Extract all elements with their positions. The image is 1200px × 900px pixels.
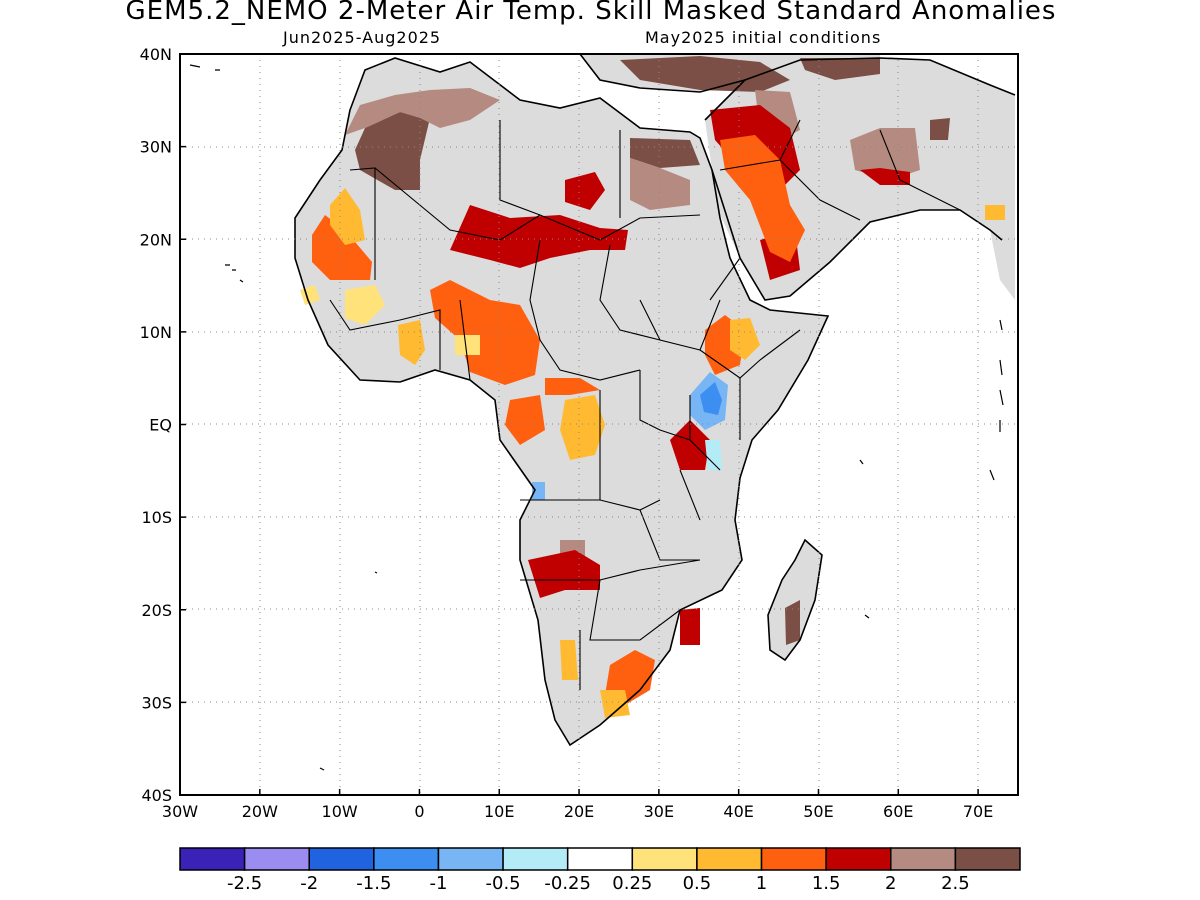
anomaly-region bbox=[850, 128, 920, 180]
lat-tick-label: EQ bbox=[149, 416, 172, 435]
colorbar-label: 2.5 bbox=[941, 873, 970, 894]
colorbar-swatch bbox=[631, 847, 698, 871]
anomaly-region bbox=[312, 215, 372, 280]
anomaly-region bbox=[630, 138, 700, 168]
lat-tick-label: 10N bbox=[140, 323, 172, 342]
anomaly-region bbox=[345, 285, 385, 325]
lon-tick-label: 20E bbox=[564, 802, 594, 821]
colorbar-swatch bbox=[437, 847, 504, 871]
lon-tick-label: 30E bbox=[644, 802, 674, 821]
map-plot-area bbox=[179, 53, 1019, 796]
anomaly-region bbox=[705, 440, 722, 470]
anomaly-region bbox=[560, 395, 605, 460]
anomaly-region bbox=[930, 118, 950, 140]
anomaly-region bbox=[560, 640, 578, 680]
anomaly-region bbox=[620, 56, 790, 92]
anomaly-region bbox=[398, 320, 425, 365]
colorbar-label: 0.5 bbox=[683, 873, 712, 894]
colorbar bbox=[179, 847, 1021, 871]
lon-tick-label: 10E bbox=[484, 802, 514, 821]
country-borders bbox=[329, 119, 961, 690]
colorbar-swatch bbox=[308, 847, 375, 871]
colorbar-label: -2.5 bbox=[227, 873, 262, 894]
colorbar-labels: -2.5 -2 -1.5 -1 -0.5 -0.25 0.25 0.5 1 1.5 2 2.5 bbox=[227, 873, 970, 894]
anomaly-region bbox=[505, 395, 545, 445]
colorbar-swatch bbox=[890, 847, 957, 871]
lon-tick-label: 30W bbox=[162, 802, 198, 821]
colorbar-swatch bbox=[825, 847, 892, 871]
anomaly-region bbox=[430, 280, 540, 385]
anomaly-region bbox=[985, 205, 1005, 220]
colorbar-label: -0.5 bbox=[486, 873, 521, 894]
colorbar-swatch bbox=[179, 847, 246, 871]
latitude-axis: 40N 30N 20N 10N EQ 10S 20S 30S 40S bbox=[140, 45, 186, 805]
anomaly-region bbox=[565, 172, 605, 210]
coastlines bbox=[294, 53, 1016, 747]
lat-tick-label: 30S bbox=[141, 693, 172, 712]
anomaly-region bbox=[532, 482, 545, 500]
anomaly-region bbox=[730, 318, 760, 360]
anomaly-region bbox=[455, 335, 480, 355]
anomaly-region bbox=[670, 420, 710, 470]
lat-tick-label: 40N bbox=[140, 45, 172, 64]
forecast-period: Jun2025-Aug2025 bbox=[283, 28, 442, 47]
colorbar-label: 1 bbox=[756, 873, 767, 894]
colorbar-swatch bbox=[954, 847, 1021, 871]
anomaly-region bbox=[630, 158, 690, 210]
colorbar-label: -1 bbox=[429, 873, 447, 894]
lon-tick-label: 10W bbox=[322, 802, 358, 821]
africa-land bbox=[295, 58, 828, 745]
colorbar-label: 1.5 bbox=[812, 873, 841, 894]
lon-tick-label: 60E bbox=[883, 802, 913, 821]
colorbar-swatch bbox=[243, 847, 310, 871]
lon-tick-label: 40E bbox=[723, 802, 753, 821]
longitude-axis: 30W 20W 10W 0 10E 20E 30E 40E 50E 60E 70E bbox=[162, 789, 993, 821]
colorbar-label: -0.25 bbox=[544, 873, 591, 894]
lon-tick-label: 20W bbox=[242, 802, 278, 821]
lon-tick-label: 50E bbox=[803, 802, 833, 821]
colorbar-swatch bbox=[502, 847, 569, 871]
colorbar-swatch bbox=[566, 847, 634, 871]
anomaly-region bbox=[355, 112, 430, 190]
anomaly-region bbox=[330, 188, 365, 245]
anomaly-region bbox=[785, 600, 800, 645]
lon-tick-label: 0 bbox=[414, 802, 424, 821]
madagascar-land bbox=[768, 540, 822, 660]
anomaly-region bbox=[545, 378, 600, 395]
colorbar-label: 0.25 bbox=[612, 873, 652, 894]
anomaly-region bbox=[680, 608, 700, 645]
lat-tick-label: 10S bbox=[141, 508, 172, 527]
lon-tick-label: 70E bbox=[963, 802, 993, 821]
colorbar-label: -1.5 bbox=[356, 873, 391, 894]
anomaly-region bbox=[345, 88, 500, 135]
lat-tick-label: 20N bbox=[140, 230, 172, 249]
colorbar-label: -2 bbox=[300, 873, 318, 894]
colorbar-swatch bbox=[373, 847, 440, 871]
anomaly-region bbox=[450, 205, 628, 268]
colorbar-swatch bbox=[696, 847, 763, 871]
anomaly-region bbox=[600, 690, 630, 718]
anomaly-region bbox=[528, 550, 600, 598]
anomaly-region bbox=[800, 58, 880, 80]
anomaly-region bbox=[700, 382, 722, 415]
lat-tick-label: 30N bbox=[140, 138, 172, 157]
colorbar-label: 2 bbox=[885, 873, 896, 894]
lat-tick-label: 40S bbox=[141, 786, 172, 805]
initial-conditions: May2025 initial conditions bbox=[645, 28, 882, 47]
lat-tick-label: 20S bbox=[141, 601, 172, 620]
map-title: GEM5.2_NEMO 2-Meter Air Temp. Skill Mask… bbox=[125, 0, 1057, 26]
islands bbox=[189, 64, 1004, 771]
anomaly-shading bbox=[300, 56, 1005, 718]
colorbar-swatch bbox=[760, 847, 827, 871]
